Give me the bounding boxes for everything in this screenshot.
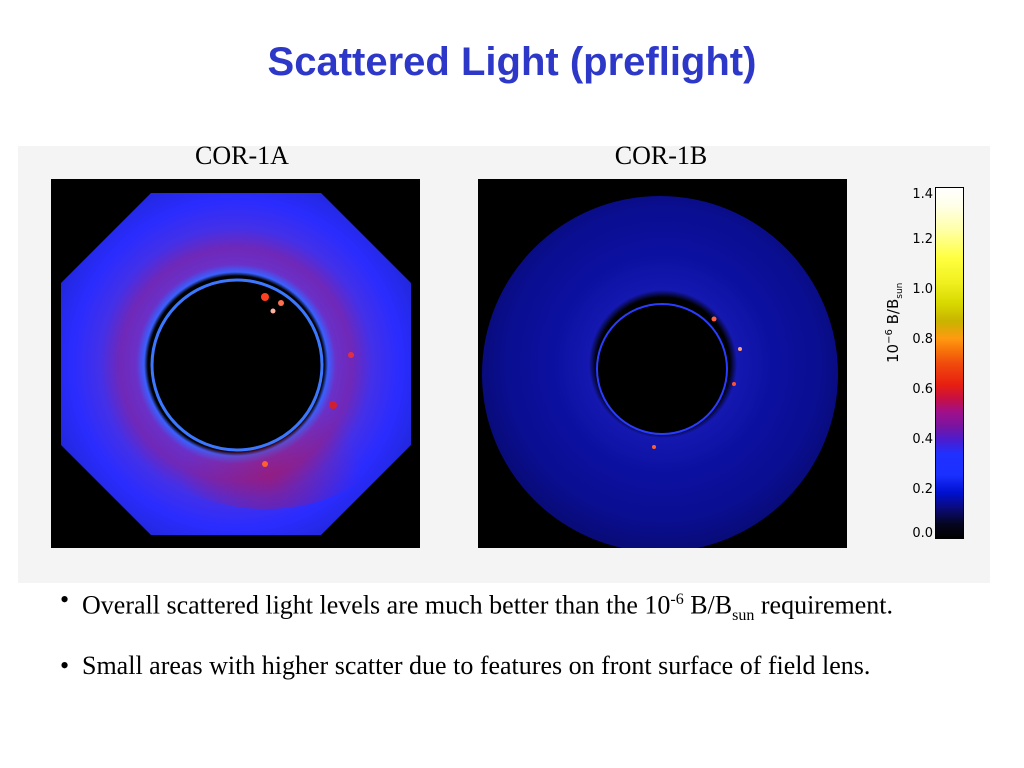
colorbar-tick: 1.4 [912,187,933,202]
colorbar-tick: 0.4 [912,432,933,447]
colorbar-tick: 0.8 [912,332,933,347]
colorbar-tick: 0.0 [912,526,933,541]
colorbar-tick: 0.6 [912,382,933,397]
bullet-item: Overall scattered light levels are much … [60,582,990,634]
cor1b-label: COR-1B [614,141,708,170]
cor1a-label: COR-1A [195,141,289,170]
cor1a-image [51,179,420,548]
slide-title: Scattered Light (preflight) [267,40,757,84]
colorbar-tick: 1.0 [912,282,933,297]
colorbar-tick: 1.2 [912,232,933,247]
colorbar-tick: 0.2 [912,482,933,497]
colorbar-title: 10−6 B/Bsun [884,282,905,363]
cor1b-image [478,179,847,548]
colorbar [935,187,964,539]
bullet-item: Small areas with higher scatter due to f… [60,648,990,684]
bullet-list: Overall scattered light levels are much … [60,582,990,698]
